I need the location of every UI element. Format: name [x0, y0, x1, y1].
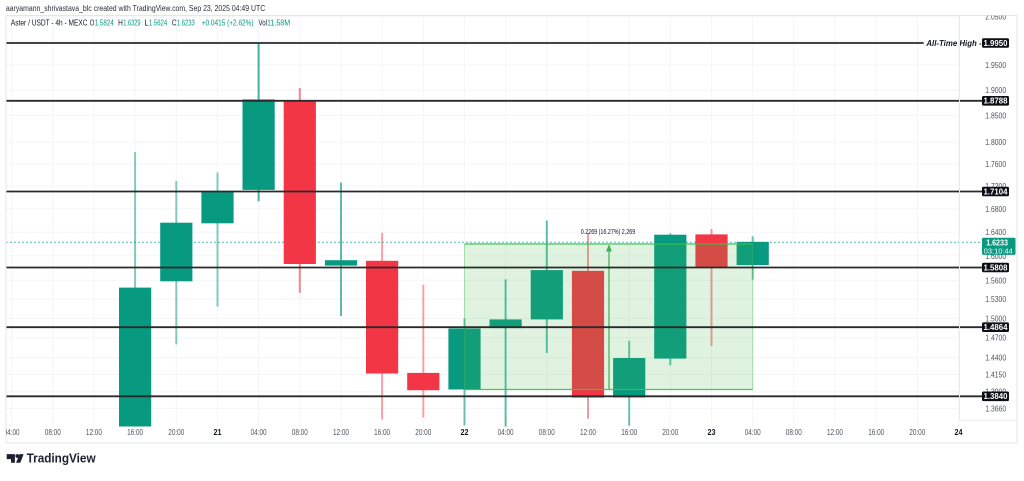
svg-text:1.5808: 1.5808	[984, 263, 1009, 272]
svg-text:23: 23	[708, 428, 716, 437]
svg-text:1.4400: 1.4400	[985, 353, 1006, 363]
svg-text:1.6233: 1.6233	[177, 18, 195, 28]
svg-text:1.5600: 1.5600	[985, 275, 1006, 285]
svg-text:08:00: 08:00	[786, 428, 802, 437]
svg-text:1.5000: 1.5000	[985, 313, 1006, 323]
svg-text:+0.0415 (+2.62%): +0.0415 (+2.62%)	[202, 18, 254, 28]
svg-text:12:00: 12:00	[580, 428, 596, 437]
svg-text:1.5300: 1.5300	[985, 294, 1006, 304]
svg-text:04:00: 04:00	[745, 428, 761, 437]
svg-text:12:00: 12:00	[827, 428, 843, 437]
svg-text:20:00: 20:00	[415, 428, 431, 437]
svg-text:0.2269 (16.27%) 2,269: 0.2269 (16.27%) 2,269	[581, 229, 635, 236]
svg-text:H: H	[118, 18, 123, 28]
svg-text:08:00: 08:00	[45, 428, 61, 437]
svg-text:21: 21	[214, 428, 222, 437]
svg-text:12:00: 12:00	[86, 428, 102, 437]
svg-text:04:00: 04:00	[251, 428, 267, 437]
svg-text:1.3660: 1.3660	[985, 404, 1006, 414]
svg-text:1.9950: 1.9950	[984, 39, 1009, 48]
svg-text:aaryamann_shrivastava_blc crea: aaryamann_shrivastava_blc created with T…	[6, 4, 265, 13]
svg-text:1.8000: 1.8000	[985, 137, 1006, 147]
svg-text:1.4700: 1.4700	[985, 333, 1006, 343]
svg-text:1.6329: 1.6329	[123, 18, 141, 28]
svg-text:16:00: 16:00	[127, 428, 143, 437]
svg-text:2.0500: 2.0500	[985, 12, 1006, 22]
svg-text:1.4864: 1.4864	[984, 323, 1009, 332]
svg-text:04:00: 04:00	[4, 428, 20, 437]
svg-text:All-Time High -: All-Time High -	[925, 38, 981, 48]
svg-text:1.7600: 1.7600	[985, 159, 1006, 169]
svg-text:1.7104: 1.7104	[984, 187, 1009, 196]
svg-text:08:00: 08:00	[539, 428, 555, 437]
svg-text:1.8788: 1.8788	[984, 97, 1009, 106]
svg-text:1.3840: 1.3840	[984, 392, 1009, 401]
svg-text:1.7200: 1.7200	[985, 181, 1006, 191]
svg-text:20:00: 20:00	[662, 428, 678, 437]
svg-text:22: 22	[461, 428, 469, 437]
svg-text:20:00: 20:00	[909, 428, 925, 437]
svg-text:16:00: 16:00	[868, 428, 884, 437]
svg-text:1.6233: 1.6233	[986, 239, 1008, 248]
svg-text:O: O	[90, 18, 95, 28]
svg-text:16:00: 16:00	[621, 428, 637, 437]
svg-text:Aster / USDT - 4h - MEXC: Aster / USDT - 4h - MEXC	[11, 18, 88, 28]
svg-text:08:00: 08:00	[292, 428, 308, 437]
svg-text:1.5624: 1.5624	[149, 18, 167, 28]
svg-text:12:00: 12:00	[333, 428, 349, 437]
svg-text:TradingView: TradingView	[27, 451, 97, 466]
svg-text:20:00: 20:00	[168, 428, 184, 437]
svg-text:1.5824: 1.5824	[95, 18, 114, 28]
svg-text:C: C	[172, 18, 177, 28]
svg-text:24: 24	[955, 428, 963, 437]
svg-text:L: L	[144, 18, 148, 28]
svg-text:1.8500: 1.8500	[985, 111, 1006, 121]
svg-text:04:00: 04:00	[498, 428, 514, 437]
svg-text:1.6400: 1.6400	[985, 227, 1006, 237]
svg-text:Vol: Vol	[259, 18, 268, 28]
svg-text:03:10:44: 03:10:44	[984, 247, 1013, 256]
svg-text:1.4150: 1.4150	[985, 370, 1006, 380]
svg-text:1.6000: 1.6000	[985, 251, 1006, 261]
svg-text:16:00: 16:00	[374, 428, 390, 437]
svg-text:1.9000: 1.9000	[985, 85, 1006, 95]
svg-text:11.58M: 11.58M	[267, 18, 290, 28]
svg-text:1.6800: 1.6800	[985, 204, 1006, 214]
svg-text:1.9500: 1.9500	[985, 60, 1006, 70]
